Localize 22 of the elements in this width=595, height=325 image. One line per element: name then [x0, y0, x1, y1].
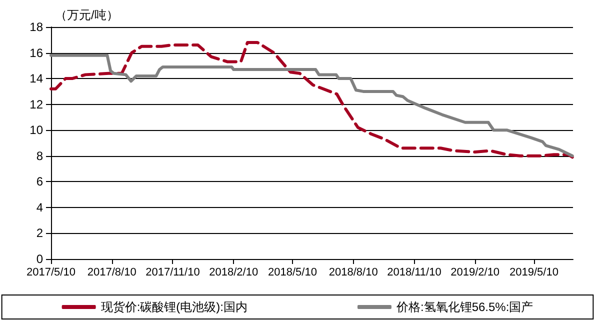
- x-tick-label: 2017/8/10: [87, 266, 136, 278]
- y-tick-label: 14: [30, 72, 44, 86]
- x-tick-label: 2018/8/10: [328, 266, 378, 278]
- x-tick-label: 2018/2/10: [209, 266, 258, 278]
- legend-label: 现货价:碳酸锂(电池级):国内: [100, 300, 248, 314]
- x-tick-label: 2018/5/10: [268, 266, 317, 278]
- y-tick-label: 6: [36, 174, 44, 189]
- y-tick-label: 2: [36, 226, 44, 240]
- x-tick-label: 2018/11/10: [387, 266, 442, 278]
- y-tick-label: 10: [30, 123, 44, 138]
- y-tick-label: 16: [30, 46, 44, 60]
- y-tick-label: 4: [36, 200, 44, 214]
- legend-label: 价格:氢氧化锂56.5%:国产: [395, 300, 534, 314]
- y-tick-label: 0: [36, 252, 44, 266]
- x-tick-label: 2019/5/10: [509, 266, 558, 278]
- y-tick-label: 8: [36, 148, 44, 163]
- y-axis-title: （万元/吨）: [55, 8, 118, 22]
- y-tick-label: 12: [30, 97, 44, 112]
- y-tick-label: 18: [30, 20, 44, 34]
- x-tick-label: 2019/2/10: [450, 266, 500, 278]
- x-tick-label: 2017/11/10: [146, 266, 200, 278]
- x-tick-label: 2017/5/10: [26, 266, 76, 278]
